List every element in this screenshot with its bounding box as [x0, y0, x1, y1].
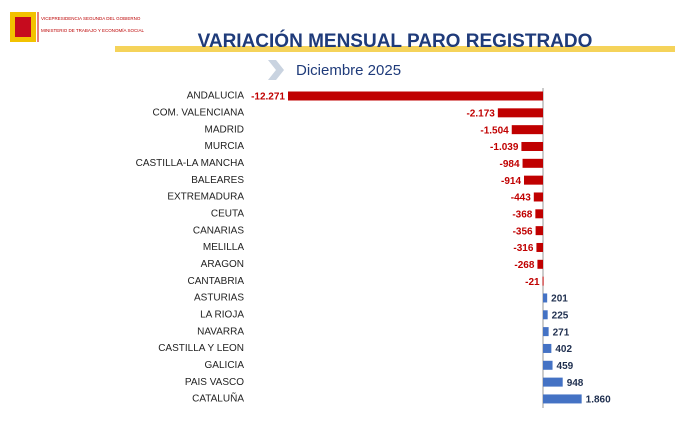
bar: [542, 276, 544, 286]
bar: [497, 108, 543, 118]
value-label: -984: [500, 159, 520, 170]
category-label: CANTABRIA: [188, 276, 245, 287]
category-label: NAVARRA: [197, 326, 244, 337]
value-label: 948: [567, 378, 584, 389]
bar: [536, 242, 543, 252]
bar: [535, 209, 543, 219]
bar: [533, 192, 543, 202]
logo-text: MINISTERIO DE TRABAJO Y ECONOMÍA SOCIAL: [41, 27, 145, 33]
bar: [543, 310, 548, 320]
value-label: 459: [557, 361, 574, 372]
bar: [543, 394, 582, 404]
category-label: MELILLA: [203, 242, 244, 253]
value-label: -914: [501, 176, 521, 187]
value-label: 271: [553, 327, 570, 338]
bar: [543, 360, 553, 370]
bar: [288, 91, 543, 101]
chart-subtitle: Diciembre 2025: [296, 62, 401, 79]
category-label: ANDALUCIA: [187, 91, 245, 102]
bar: [543, 377, 563, 387]
category-label: LA RIOJA: [200, 309, 244, 320]
value-label: -2.173: [466, 108, 495, 119]
category-label: CASTILLA-LA MANCHA: [136, 158, 245, 169]
value-label: -356: [513, 226, 533, 237]
category-label: COM. VALENCIANA: [153, 107, 245, 118]
category-label: MADRID: [205, 124, 244, 135]
chart-title: VARIACIÓN MENSUAL PARO REGISTRADO: [198, 30, 593, 52]
category-label: ASTURIAS: [194, 293, 244, 304]
category-label: EXTREMADURA: [167, 192, 244, 203]
value-label: -268: [514, 260, 534, 271]
value-label: -1.039: [490, 142, 519, 153]
category-label: PAIS VASCO: [185, 377, 244, 388]
value-label: -443: [511, 193, 531, 204]
bar: [543, 293, 548, 303]
bar: [537, 259, 543, 269]
bar: [511, 125, 543, 135]
bar: [521, 141, 543, 151]
category-label: GALICIA: [205, 360, 245, 371]
value-label: -316: [513, 243, 533, 254]
value-label: 225: [552, 310, 569, 321]
category-label: ARAGON: [201, 259, 244, 270]
value-label: -21: [525, 277, 540, 288]
value-label: 402: [555, 344, 572, 355]
category-label: CEUTA: [211, 208, 244, 219]
bar: [522, 158, 543, 168]
category-label: MURCIA: [205, 141, 245, 152]
logo-text: VICEPRESIDENCIA SEGUNDA DEL GOBIERNO: [41, 16, 141, 21]
bar: [535, 226, 543, 236]
value-label: 201: [551, 294, 568, 305]
bar: [543, 343, 552, 353]
logo-emblem: [15, 17, 31, 37]
subtitle-chevron: [268, 60, 284, 80]
title-underline: [115, 46, 675, 52]
category-label: BALEARES: [191, 175, 244, 186]
category-label: CANARIAS: [193, 225, 244, 236]
logo: VICEPRESIDENCIA SEGUNDA DEL GOBIERNO MIN…: [10, 12, 145, 42]
value-label: -1.504: [480, 125, 509, 136]
category-label: CATALUÑA: [192, 392, 244, 405]
bar: [543, 327, 549, 337]
value-label: -368: [512, 209, 532, 220]
value-label: 1.860: [586, 395, 611, 406]
value-label: -12.271: [251, 92, 285, 103]
category-label: CASTILLA Y LEON: [158, 343, 244, 354]
bar: [524, 175, 543, 185]
